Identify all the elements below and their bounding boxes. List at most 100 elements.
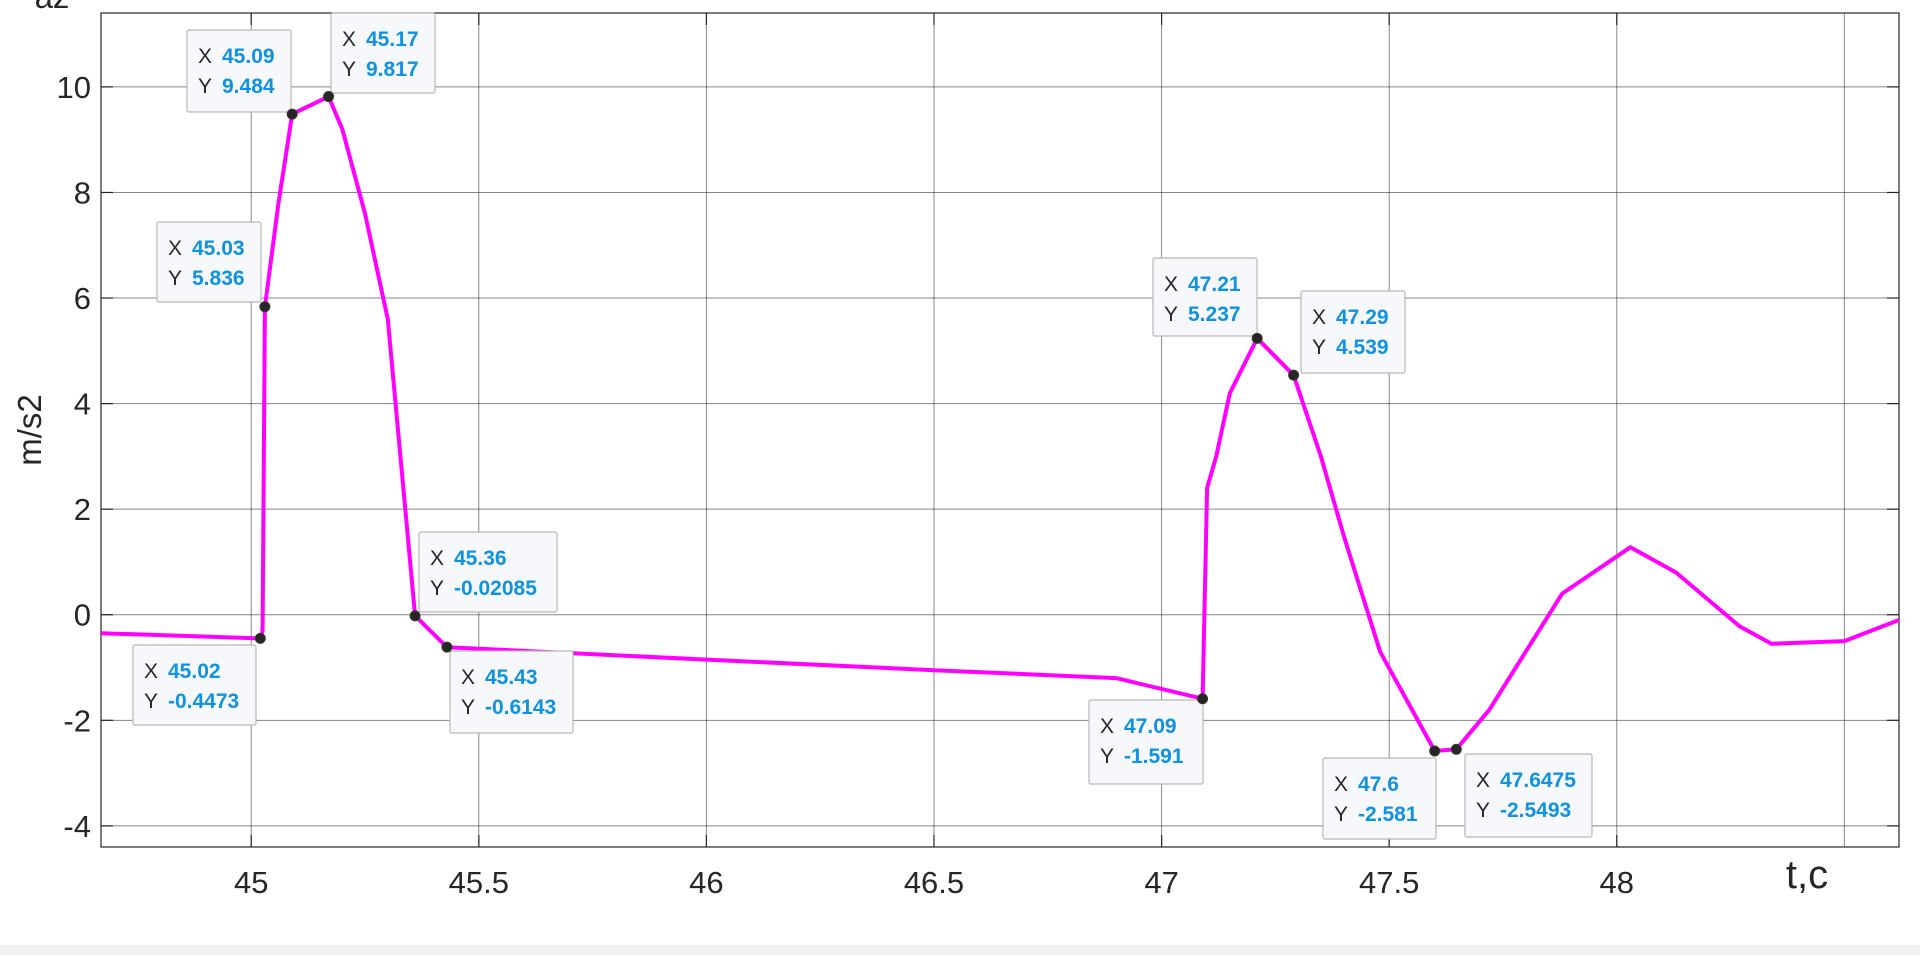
data-tip[interactable]: X 47.09 Y -1.591 — [1088, 699, 1204, 785]
data-tip-x-key: X — [1164, 273, 1178, 296]
data-tip-marker[interactable] — [286, 108, 298, 120]
x-tick-label: 47 — [1144, 865, 1178, 900]
data-tip-marker[interactable] — [409, 610, 421, 622]
data-tip-x-key: X — [1312, 306, 1326, 329]
data-tip[interactable]: X 45.17 Y 9.817 — [330, 12, 436, 94]
data-tip-marker[interactable] — [1197, 693, 1209, 705]
y-tick-label: 6 — [74, 281, 91, 316]
data-tip-x-value: 47.09 — [1124, 715, 1177, 738]
data-tip[interactable]: X 45.03 Y 5.836 — [156, 221, 262, 303]
data-tip-x-value: 47.21 — [1188, 273, 1241, 296]
y-tick-label: 8 — [74, 175, 91, 210]
data-tip-marker[interactable] — [323, 91, 335, 103]
series-layer — [100, 94, 1900, 753]
data-tip-box — [132, 644, 257, 726]
data-tip-x-value: 47.6 — [1358, 773, 1399, 796]
data-tip-box — [418, 531, 558, 613]
data-tip-x-value: 47.29 — [1336, 306, 1389, 329]
data-tip-y-value: 9.484 — [222, 75, 275, 98]
data-tip-box — [1088, 699, 1204, 785]
data-tip-y-key: Y — [1476, 799, 1490, 822]
data-tip-x-key: X — [1334, 773, 1348, 796]
data-tip-x-value: 45.09 — [222, 45, 275, 68]
grid — [101, 13, 1899, 847]
data-tip-y-key: Y — [1312, 336, 1326, 359]
data-tip-y-value: -0.6143 — [485, 696, 556, 719]
data-tip-box — [1300, 290, 1406, 374]
plot-area[interactable] — [101, 13, 1899, 847]
data-tip-y-value: -0.4473 — [168, 690, 239, 713]
data-tip-y-value: 5.237 — [1188, 303, 1241, 326]
data-tip-y-key: Y — [430, 577, 444, 600]
data-tip-box — [156, 221, 262, 303]
data-tip-box — [1322, 757, 1437, 840]
data-tip-box — [449, 650, 574, 734]
y-tick-label: 0 — [74, 598, 91, 633]
data-tip-y-key: Y — [461, 696, 475, 719]
data-tip-box — [186, 29, 292, 113]
data-tip-x-key: X — [168, 237, 182, 260]
data-tip[interactable]: X 45.09 Y 9.484 — [186, 29, 292, 113]
y-tick-label: -4 — [63, 809, 91, 844]
data-tip[interactable]: X 47.6 Y -2.581 — [1322, 757, 1437, 840]
data-tip-x-key: X — [430, 547, 444, 570]
data-tip-x-value: 45.36 — [454, 547, 507, 570]
y-axis-label: m/s2 — [11, 394, 48, 466]
data-tip[interactable]: X 45.02 Y -0.4473 — [132, 644, 257, 726]
data-tip-marker[interactable] — [441, 641, 453, 653]
data-tip-y-key: Y — [1100, 745, 1114, 768]
data-tip-x-key: X — [1100, 715, 1114, 738]
data-tip-marker[interactable] — [1429, 745, 1441, 757]
data-tip-y-value: -1.591 — [1124, 745, 1184, 768]
data-tip[interactable]: X 47.6475 Y -2.5493 — [1464, 753, 1593, 838]
data-tip-y-value: -0.02085 — [454, 577, 537, 600]
x-tick-label: 45 — [234, 865, 268, 900]
data-tip-y-value: 5.836 — [192, 267, 245, 290]
x-tick-label: 46 — [689, 865, 723, 900]
data-tip-y-key: Y — [1164, 303, 1178, 326]
x-tick-label: 45.5 — [449, 865, 509, 900]
data-tip-x-value: 45.43 — [485, 666, 538, 689]
data-tip-x-key: X — [144, 660, 158, 683]
y-tick-label: 4 — [74, 387, 91, 422]
data-tip-x-key: X — [1476, 769, 1490, 792]
series-line[interactable] — [100, 94, 1900, 753]
data-tip-y-value: -2.581 — [1358, 803, 1418, 826]
data-tip-y-key: Y — [342, 58, 356, 81]
data-tip-y-value: -2.5493 — [1500, 799, 1571, 822]
data-tip[interactable]: X 45.36 Y -0.02085 — [418, 531, 558, 613]
data-tip-marker[interactable] — [259, 301, 271, 313]
y-tick-label: 10 — [57, 70, 91, 105]
data-tip-y-key: Y — [198, 75, 212, 98]
y-tick-label: 2 — [74, 492, 91, 527]
data-tip-x-key: X — [198, 45, 212, 68]
data-tip-x-value: 45.03 — [192, 237, 245, 260]
x-tick-label: 46.5 — [904, 865, 964, 900]
data-tip[interactable]: X 47.29 Y 4.539 — [1300, 290, 1406, 374]
x-axis-label: t,c — [1786, 853, 1828, 897]
data-tip-x-value: 47.6475 — [1500, 769, 1576, 792]
data-tip-y-key: Y — [1334, 803, 1348, 826]
data-tip-marker[interactable] — [254, 632, 266, 644]
data-tip-marker[interactable] — [1450, 743, 1462, 755]
data-tip-x-value: 45.17 — [366, 28, 419, 51]
chart-title: az — [35, 0, 70, 15]
y-tick-label: -2 — [63, 703, 91, 738]
data-tip-y-value: 4.539 — [1336, 336, 1389, 359]
data-tip[interactable]: X 47.21 Y 5.237 — [1152, 257, 1258, 337]
data-tip-y-key: Y — [144, 690, 158, 713]
data-tip-x-value: 45.02 — [168, 660, 221, 683]
data-tip-marker[interactable] — [1251, 332, 1263, 344]
data-tip-box — [330, 12, 436, 94]
data-tip-y-key: Y — [168, 267, 182, 290]
data-tip[interactable]: X 45.43 Y -0.6143 — [449, 650, 574, 734]
x-tick-label: 47.5 — [1359, 865, 1419, 900]
x-tick-label: 48 — [1600, 865, 1634, 900]
data-tip-box — [1152, 257, 1258, 337]
data-tip-marker[interactable] — [1288, 369, 1300, 381]
data-tip-x-key: X — [461, 666, 475, 689]
